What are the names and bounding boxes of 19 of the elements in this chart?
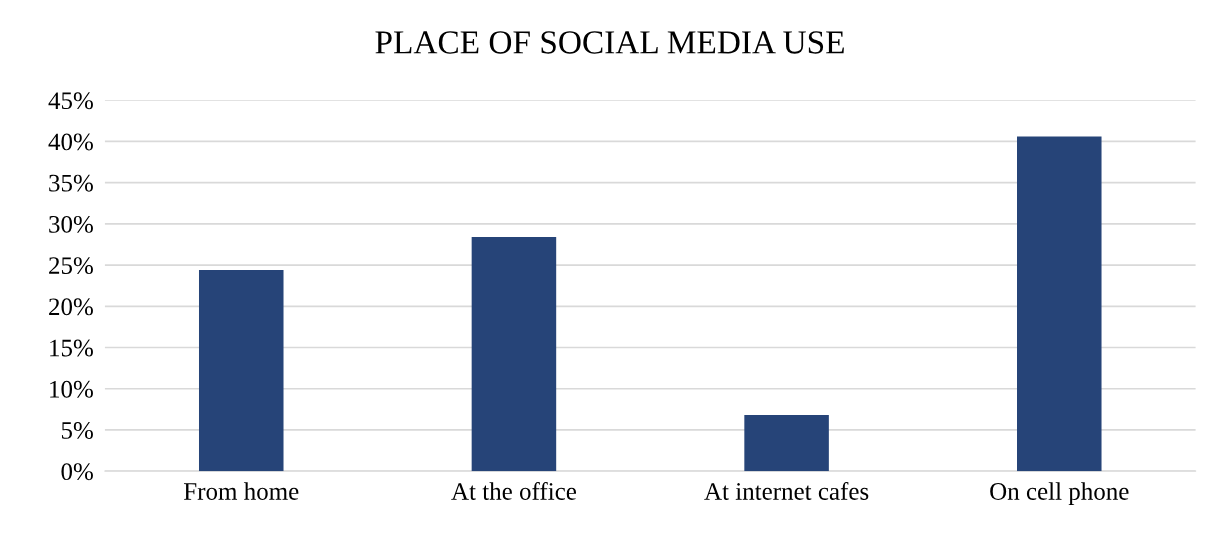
x-tick-label: At the office bbox=[451, 482, 577, 500]
y-tick-label: 45% bbox=[48, 92, 93, 110]
y-tick-label: 25% bbox=[49, 257, 93, 275]
bar bbox=[198, 270, 284, 472]
y-tick-label: 10% bbox=[50, 380, 93, 398]
y-tick-label: 5% bbox=[61, 422, 93, 439]
x-tick-label: At internet cafes bbox=[704, 482, 869, 500]
y-tick-label: 20% bbox=[49, 298, 93, 316]
bar bbox=[471, 237, 557, 472]
bar bbox=[744, 415, 829, 472]
y-tick-label: 0% bbox=[61, 463, 93, 481]
y-tick-label: 15% bbox=[50, 339, 93, 357]
y-tick-label: 35% bbox=[49, 174, 93, 192]
y-tick-label: 40% bbox=[48, 133, 93, 151]
bar bbox=[1017, 136, 1102, 472]
chart-title: PLACE OF SOCIAL MEDIA USE bbox=[375, 31, 844, 54]
y-tick-label: 30% bbox=[49, 215, 93, 233]
x-tick-label: From home bbox=[183, 482, 299, 500]
x-tick-label: On cell phone bbox=[990, 482, 1129, 505]
